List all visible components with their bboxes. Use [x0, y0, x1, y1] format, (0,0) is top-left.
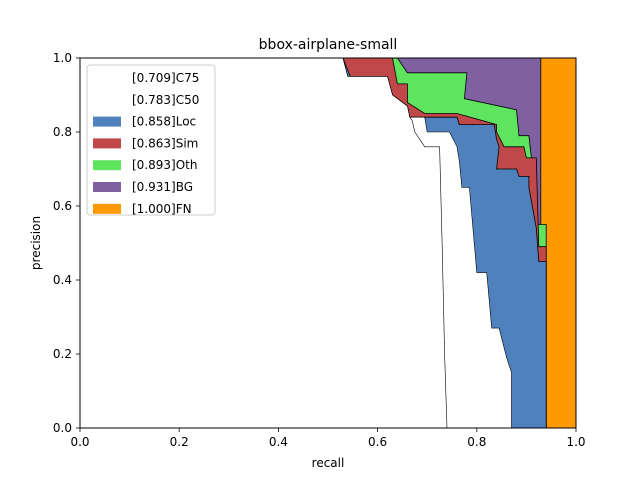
chart-title: bbox-airplane-small: [259, 37, 398, 53]
plot-frame: [79, 57, 577, 429]
legend-label-bg: [0.931]BG: [132, 180, 193, 194]
legend-swatch-loc: [93, 116, 121, 127]
x-tick-label: 0.8: [467, 435, 486, 449]
y-tick-label: 0.4: [53, 273, 72, 287]
x-tick-label: 1.0: [566, 435, 585, 449]
legend-label-c50: [0.783]C50: [132, 93, 199, 107]
x-tick-label: 0.0: [70, 435, 89, 449]
y-axis: 0.0 0.2 0.4 0.6 0.8 1.0: [53, 51, 80, 435]
legend-label-oth: [0.893]Oth: [132, 158, 197, 172]
y-tick-label: 0.8: [53, 125, 72, 139]
legend-swatch-fn: [93, 203, 121, 214]
legend-label-loc: [0.858]Loc: [132, 115, 196, 129]
y-tick-label: 0.0: [53, 421, 72, 435]
y-axis-label: precision: [29, 216, 43, 270]
legend-swatch-c75: [93, 73, 121, 83]
x-axis-label: recall: [312, 456, 345, 470]
y-tick-label: 0.2: [53, 347, 72, 361]
x-tick-label: 0.6: [368, 435, 387, 449]
legend-swatch-bg: [93, 182, 121, 192]
legend: [0.709]C75 [0.783]C50 [0.858]Loc [0.863]Sim…: [86, 64, 216, 216]
x-tick-label: 0.2: [170, 435, 189, 449]
legend-label-fn: [1.000]FN: [132, 202, 192, 216]
y-tick-label: 0.6: [53, 199, 72, 213]
x-axis: 0.0 0.2 0.4 0.6 0.8 1.0: [70, 428, 586, 449]
legend-swatch-oth: [93, 160, 121, 171]
y-tick-label: 1.0: [53, 51, 72, 65]
legend-label-sim: [0.863]Sim: [132, 136, 198, 150]
legend-label-c75: [0.709]C75: [132, 71, 199, 85]
legend-swatch-c50: [93, 94, 121, 105]
legend-swatch-sim: [93, 138, 121, 149]
x-tick-label: 0.4: [269, 435, 288, 449]
